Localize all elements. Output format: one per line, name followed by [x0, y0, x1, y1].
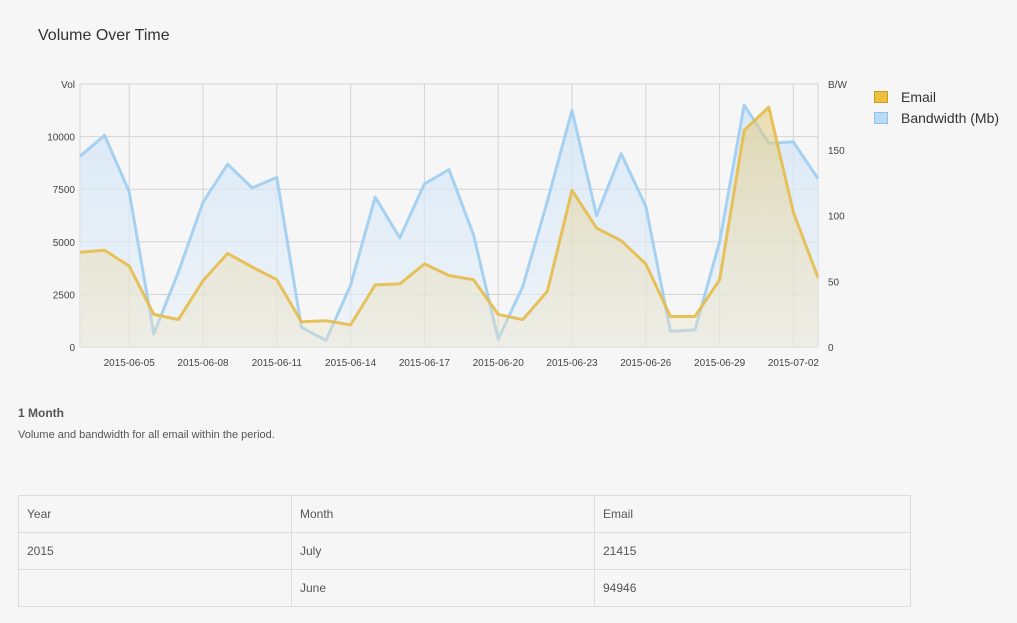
x-tick-label: 2015-06-23 — [546, 358, 598, 369]
x-tick-label: 2015-06-08 — [177, 358, 229, 369]
legend-label-bandwidth: Bandwidth (Mb) — [901, 109, 1000, 126]
table-header-row: Year Month Email — [18, 495, 911, 533]
legend-label-email: Email — [901, 88, 937, 105]
series-area-email — [80, 107, 818, 347]
period-description: Volume and bandwidth for all email withi… — [18, 429, 275, 441]
cell-year: 2015 — [18, 532, 292, 570]
y-tick-label-left: 5000 — [53, 238, 76, 249]
y-axis-right-label: B/W — [828, 80, 847, 91]
legend-swatch-bandwidth — [874, 111, 888, 124]
table-row: 2015 July 21415 — [18, 532, 911, 570]
x-tick-label: 2015-06-17 — [399, 358, 451, 369]
legend-item-email[interactable]: Email — [874, 86, 999, 107]
cell-email: 21415 — [594, 532, 911, 570]
chart-legend: Email Bandwidth (Mb) — [874, 86, 999, 128]
cell-month: June — [291, 569, 595, 607]
y-tick-label-left: 10000 — [47, 133, 75, 144]
chart-title: Volume Over Time — [38, 27, 170, 44]
period-title: 1 Month — [18, 406, 64, 420]
y-tick-label-right: 0 — [828, 343, 834, 354]
x-tick-label: 2015-06-29 — [694, 358, 746, 369]
y-axis-left-label: Vol — [61, 80, 75, 91]
y-tick-label-left: 7500 — [53, 185, 76, 196]
y-tick-label-left: 2500 — [53, 290, 76, 301]
cell-month: July — [291, 532, 595, 570]
legend-item-bandwidth[interactable]: Bandwidth (Mb) — [874, 107, 999, 128]
summary-table: Year Month Email 2015 July 21415 June 94… — [18, 495, 911, 607]
x-tick-label: 2015-06-11 — [252, 358, 303, 369]
y-tick-label-right: 150 — [828, 146, 845, 157]
cell-year — [18, 569, 292, 607]
x-tick-label: 2015-06-14 — [325, 358, 377, 369]
x-tick-label: 2015-07-02 — [768, 358, 820, 369]
table-row: June 94946 — [18, 569, 911, 607]
column-header-year: Year — [18, 495, 292, 533]
y-tick-label-left: 0 — [69, 343, 75, 354]
y-tick-label-right: 50 — [828, 277, 840, 288]
column-header-month: Month — [291, 495, 595, 533]
cell-email: 94946 — [594, 569, 911, 607]
x-tick-label: 2015-06-20 — [473, 358, 525, 369]
volume-chart: Vol B/W 0 2500 5000 7500 10000 0 50 100 150 2015-06… — [47, 80, 847, 369]
column-header-email: Email — [594, 495, 911, 533]
legend-swatch-email — [874, 90, 888, 103]
y-tick-label-right: 100 — [828, 212, 845, 223]
x-tick-label: 2015-06-26 — [620, 358, 672, 369]
x-tick-label: 2015-06-05 — [104, 358, 156, 369]
